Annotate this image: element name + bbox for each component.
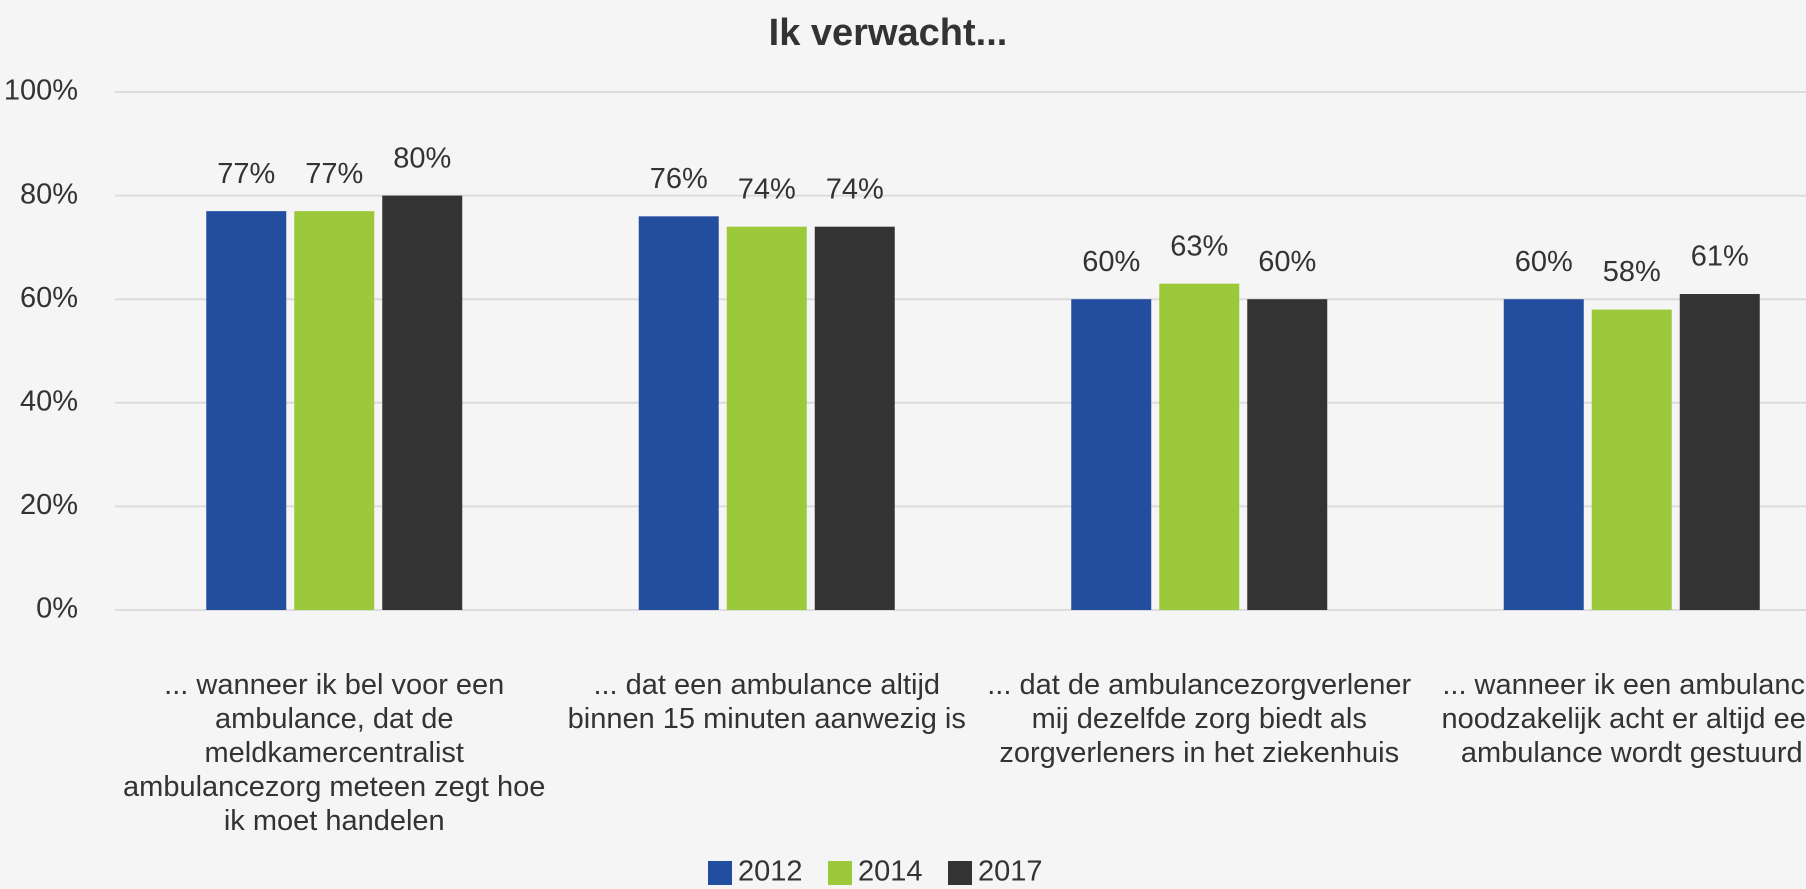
value-label: 61% <box>1691 241 1749 273</box>
value-label: 77% <box>305 158 363 190</box>
bar <box>1247 299 1327 610</box>
value-label: 74% <box>826 173 884 205</box>
legend-swatch <box>708 861 732 885</box>
value-label: 63% <box>1170 230 1228 262</box>
value-label: 60% <box>1515 246 1573 278</box>
x-tick-label: ... wanneer ik bel voor een ambulance, d… <box>119 668 549 838</box>
y-tick-label: 80% <box>20 178 78 210</box>
bar <box>727 227 807 610</box>
chart-page: Ik verwacht... 0% 20% 40% 60% 80% 100% 77% 77% 8… <box>0 0 1806 889</box>
y-tick-label: 20% <box>20 489 78 521</box>
value-label: 74% <box>738 173 796 205</box>
bar <box>206 211 286 610</box>
y-tick-label: 100% <box>4 75 78 107</box>
legend-label: 2012 <box>738 856 803 888</box>
value-label: 77% <box>217 158 275 190</box>
value-label: 60% <box>1082 246 1140 278</box>
x-tick-label: ... wanneer ik een ambulance noodzakelij… <box>1417 668 1806 770</box>
bar <box>294 211 374 610</box>
value-label: 76% <box>650 163 708 195</box>
bar <box>1071 299 1151 610</box>
legend-swatch <box>828 861 852 885</box>
value-label: 60% <box>1258 246 1316 278</box>
legend-swatch <box>948 861 972 885</box>
bar <box>815 227 895 610</box>
bar <box>1504 299 1584 610</box>
bar <box>639 216 719 610</box>
x-tick-label: ... dat een ambulance altijd binnen 15 m… <box>552 668 982 736</box>
bar <box>1592 310 1672 610</box>
chart-title: Ik verwacht... <box>769 12 1008 54</box>
bar <box>1680 294 1760 610</box>
y-tick-label: 40% <box>20 385 78 417</box>
legend-label: 2014 <box>858 856 923 888</box>
value-label: 58% <box>1603 256 1661 288</box>
legend-label: 2017 <box>978 856 1043 888</box>
bar <box>1159 284 1239 610</box>
y-tick-label: 60% <box>20 282 78 314</box>
value-label: 80% <box>393 142 451 174</box>
x-tick-label: ... dat de ambulancezorgverlener mij dez… <box>984 668 1414 770</box>
bar <box>382 196 462 610</box>
y-tick-label: 0% <box>36 593 78 625</box>
